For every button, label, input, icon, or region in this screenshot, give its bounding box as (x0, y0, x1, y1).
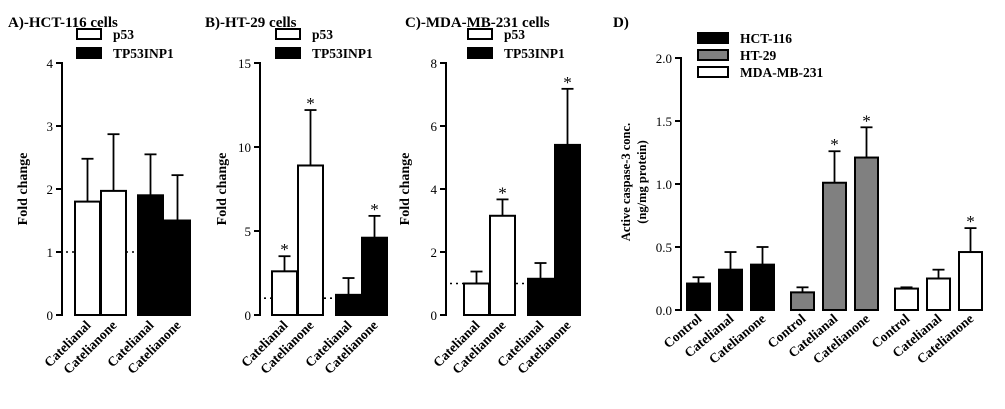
significance-star: * (370, 200, 379, 219)
bar (489, 214, 516, 316)
legend-swatch (697, 32, 729, 44)
significance-star: * (563, 73, 572, 92)
bar (297, 164, 324, 316)
y-tick-label: 2.0 (656, 51, 672, 66)
y-tick-label: 15 (238, 56, 251, 71)
panel-title: D) (613, 15, 629, 31)
bar (554, 143, 581, 316)
panel-title: C)-MDA-MB-231 cells (405, 15, 550, 31)
bar (750, 263, 775, 312)
bar (361, 236, 388, 316)
bar (790, 291, 815, 311)
legend-label: TP53INP1 (312, 46, 373, 61)
legend-swatch (467, 28, 493, 40)
legend-swatch (697, 66, 729, 78)
y-axis-label: Fold change (398, 153, 413, 226)
significance-star: * (862, 111, 871, 130)
bar (958, 251, 983, 311)
y-tick-label: 8 (431, 56, 438, 71)
bar (271, 270, 298, 317)
panel-d: D) 0.0 0.5 1.0 1.5 2.0 Active caspase-3 conc.(… (613, 15, 983, 367)
bar (718, 268, 743, 311)
bar (74, 200, 101, 317)
legend-label: p53 (504, 27, 525, 42)
legend-label: p53 (113, 27, 134, 42)
bar (854, 156, 879, 311)
y-axis-label-units: (ng/mg protein) (635, 140, 649, 223)
legend-swatch (275, 47, 301, 59)
y-tick-label: 0.5 (656, 240, 672, 255)
y-tick-label: 2 (431, 245, 438, 260)
legend-swatch (275, 28, 301, 40)
significance-star: * (498, 183, 507, 202)
panel-title: B)-HT-29 cells (205, 15, 297, 31)
bar (335, 293, 362, 316)
legend-swatch (467, 47, 493, 59)
y-axis-label: Fold change (215, 153, 230, 226)
significance-star: * (280, 240, 289, 259)
legend-label: HT-29 (740, 48, 777, 63)
y-tick-label: 1.5 (656, 114, 672, 129)
y-tick-label: 0 (431, 308, 438, 323)
bar (686, 282, 711, 312)
legend-swatch (697, 49, 729, 61)
y-axis-label: Fold change (16, 153, 31, 226)
y-tick-label: 5 (245, 224, 252, 239)
significance-star: * (966, 212, 975, 231)
bar (164, 219, 191, 316)
bar (463, 282, 490, 316)
y-tick-label: 0 (245, 308, 252, 323)
y-tick-label: 2 (47, 182, 54, 197)
y-tick-label: 4 (47, 56, 54, 71)
legend-label: HCT-116 (740, 31, 792, 46)
bar (137, 194, 164, 316)
bar (527, 277, 554, 316)
y-tick-label: 6 (431, 119, 438, 134)
bar (926, 277, 951, 311)
y-tick-label: 10 (238, 140, 251, 155)
significance-star: * (830, 135, 839, 154)
bar (100, 189, 127, 316)
y-tick-label: 1.0 (656, 177, 672, 192)
legend-label: TP53INP1 (113, 46, 174, 61)
legend-label: TP53INP1 (504, 46, 565, 61)
y-tick-label: 0.0 (656, 303, 672, 318)
y-tick-label: 4 (431, 182, 438, 197)
bar (894, 287, 919, 311)
panel-title: A)-HCT-116 cells (8, 15, 118, 31)
bar (822, 181, 847, 312)
y-axis-label: Active caspase-3 conc. (619, 123, 633, 241)
y-tick-label: 1 (47, 245, 54, 260)
y-tick-label: 3 (47, 119, 54, 134)
y-tick-label: 0 (47, 308, 54, 323)
legend-label: MDA-MB-231 (740, 65, 823, 80)
legend-label: p53 (312, 27, 333, 42)
significance-star: * (306, 94, 315, 113)
legend-swatch (76, 47, 102, 59)
legend-swatch (76, 28, 102, 40)
